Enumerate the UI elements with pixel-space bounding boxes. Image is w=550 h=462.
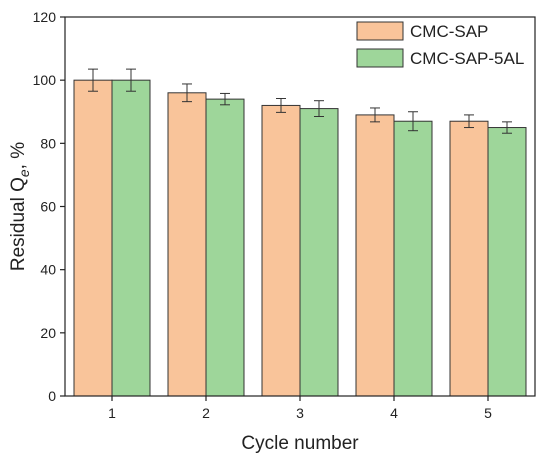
bar-cmc-sap-5al-cycle-3 xyxy=(299,108,339,397)
y-tick-label: 0 xyxy=(48,388,56,404)
error-bar-cmc-sap-5al-cycle-3 xyxy=(314,100,324,117)
y-tick-label: 100 xyxy=(33,72,57,88)
y-axis: 0 20 40 60 80 100 120 xyxy=(33,9,65,404)
legend: CMC-SAP CMC-SAP-5AL xyxy=(356,21,524,68)
y-tick-label: 20 xyxy=(40,325,56,341)
bar-cmc-sap-cycle-1 xyxy=(73,79,113,397)
y-tick-label: 120 xyxy=(33,9,57,25)
error-bar-cmc-sap-cycle-5 xyxy=(464,114,474,129)
x-tick-label: 4 xyxy=(390,405,398,421)
bar-cmc-sap-cycle-4 xyxy=(355,114,395,397)
y-tick-label: 60 xyxy=(40,199,56,215)
bar-cmc-sap-cycle-5 xyxy=(449,120,489,397)
legend-label-cmc-sap: CMC-SAP xyxy=(410,22,488,41)
bar-cmc-sap-5al-cycle-4 xyxy=(393,120,433,397)
bar-cmc-sap-5al-cycle-5 xyxy=(487,127,527,397)
y-axis-title: Residual Qe, % xyxy=(8,142,32,271)
y-tick-label: 80 xyxy=(40,135,56,151)
error-bar-cmc-sap-cycle-1 xyxy=(88,68,98,92)
x-axis-title: Cycle number xyxy=(241,433,359,454)
legend-swatch-cmc-sap xyxy=(356,21,404,41)
y-axis-title-prefix: Residual Q xyxy=(8,177,29,271)
error-bar-cmc-sap-5al-cycle-4 xyxy=(408,111,418,132)
x-tick-label: 3 xyxy=(296,405,304,421)
error-bar-cmc-sap-5al-cycle-2 xyxy=(220,92,230,106)
error-bar-cmc-sap-5al-cycle-5 xyxy=(502,121,512,134)
bar-cmc-sap-5al-cycle-1 xyxy=(111,79,151,397)
error-bar-cmc-sap-cycle-2 xyxy=(182,83,192,103)
bars-layer xyxy=(73,79,527,397)
error-bar-cmc-sap-5al-cycle-1 xyxy=(126,68,136,92)
bar-cmc-sap-cycle-2 xyxy=(167,92,207,397)
y-axis-title-subscript: e xyxy=(16,169,32,177)
bar-cmc-sap-5al-cycle-2 xyxy=(205,98,245,397)
x-tick-label: 1 xyxy=(108,405,116,421)
x-axis: 1 2 3 4 5 xyxy=(108,396,492,421)
y-axis-title-suffix: , % xyxy=(8,142,29,170)
error-bars-layer xyxy=(88,68,512,134)
y-tick-label: 40 xyxy=(40,262,56,278)
legend-label-cmc-sap-5al: CMC-SAP-5AL xyxy=(410,49,524,68)
x-tick-label: 5 xyxy=(484,405,492,421)
x-tick-label: 2 xyxy=(202,405,210,421)
legend-swatch-cmc-sap-5al xyxy=(356,48,404,68)
error-bar-cmc-sap-cycle-3 xyxy=(276,97,286,113)
error-bar-cmc-sap-cycle-4 xyxy=(370,107,380,123)
bar-cmc-sap-cycle-3 xyxy=(261,104,301,397)
